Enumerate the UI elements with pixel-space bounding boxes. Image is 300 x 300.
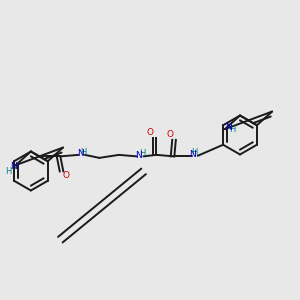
Text: N: N (225, 123, 232, 132)
Text: H: H (139, 149, 146, 158)
Text: O: O (146, 128, 153, 137)
Text: N: N (136, 151, 142, 160)
Text: H: H (229, 125, 236, 134)
Text: O: O (167, 130, 174, 139)
Text: O: O (63, 171, 70, 180)
Text: N: N (189, 150, 195, 159)
Text: N: N (77, 149, 84, 158)
Text: N: N (10, 162, 17, 171)
Text: H: H (81, 148, 87, 157)
Text: H: H (5, 167, 11, 176)
Text: H: H (191, 148, 198, 157)
